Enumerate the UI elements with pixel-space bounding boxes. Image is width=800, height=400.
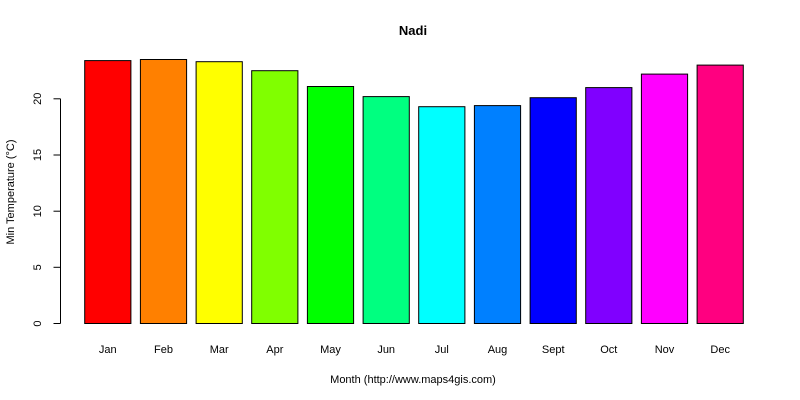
x-tick-label: Mar: [210, 344, 229, 356]
x-tick-label: Jul: [435, 344, 449, 356]
bar-aug: [473, 105, 522, 324]
y-axis-label: Min Temperature (°C): [5, 139, 17, 244]
y-tick-label: 20: [32, 93, 44, 105]
bar-may: [306, 86, 355, 324]
x-tick-label: Jan: [99, 344, 117, 356]
x-tick-label: Nov: [655, 344, 675, 356]
bars-group: [84, 59, 744, 324]
x-tick-labels: Jan Feb Mar Apr May Jun Jul Aug Sept Oct Nov Dec: [99, 344, 731, 356]
x-tick-label: Feb: [154, 344, 173, 356]
y-axis: 0 5 10 15 20: [32, 93, 61, 327]
bar-feb: [139, 59, 188, 324]
bar-apr: [251, 70, 299, 324]
y-tick-label: 10: [32, 205, 44, 217]
y-tick-label: 15: [32, 149, 44, 161]
x-tick-label: May: [320, 344, 341, 356]
y-tick-label: 5: [32, 264, 44, 270]
bar-oct: [585, 87, 633, 324]
y-tick-label: 0: [32, 320, 44, 326]
bar-jun: [362, 96, 410, 324]
bar-sept: [529, 97, 577, 324]
chart-title: Nadi: [399, 23, 427, 38]
bar-mar: [195, 61, 243, 324]
x-tick-label: Aug: [488, 344, 508, 356]
x-tick-label: Dec: [710, 344, 730, 356]
x-tick-label: Oct: [600, 344, 617, 356]
bar-jan: [84, 60, 132, 324]
x-axis-label: Month (http://www.maps4gis.com): [330, 374, 496, 386]
bar-nov: [640, 73, 689, 324]
x-tick-label: Sept: [542, 344, 565, 356]
bar-jul: [418, 106, 466, 324]
bar-dec: [696, 64, 744, 324]
x-tick-label: Jun: [377, 344, 395, 356]
x-tick-label: Apr: [266, 344, 283, 356]
